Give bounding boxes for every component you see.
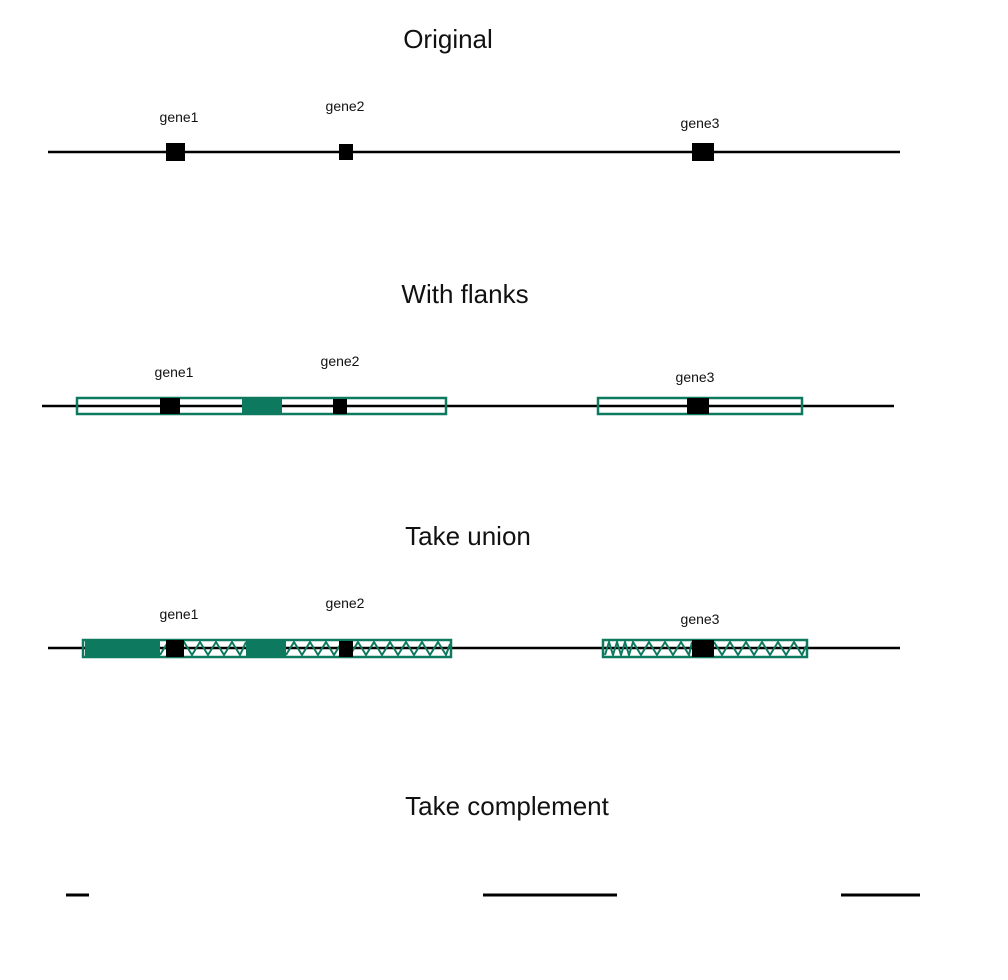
gene-block-gene2 — [333, 399, 347, 414]
panel-original: Original gene1 gene2 gene3 — [48, 24, 900, 161]
gene-block-gene1 — [160, 398, 180, 414]
gene-block-gene3 — [687, 398, 709, 414]
union-hatch — [285, 640, 451, 658]
gene-label: gene3 — [676, 369, 715, 385]
panel-title: Take union — [405, 521, 531, 551]
gene-label: gene3 — [681, 115, 720, 131]
panel-title: Take complement — [405, 791, 610, 821]
gene-label: gene2 — [326, 98, 365, 114]
gene-label: gene2 — [321, 353, 360, 369]
gene-label: gene3 — [681, 611, 720, 627]
panel-title: With flanks — [401, 279, 528, 309]
gene-label: gene1 — [160, 109, 199, 125]
gene-block-gene1 — [166, 143, 185, 161]
gene-block-gene2 — [339, 641, 353, 657]
union-dense-fill — [246, 641, 286, 656]
panel-take-union: Take union gene1 gene2 gene3 — [48, 521, 900, 659]
panel-take-complement: Take complement — [66, 791, 920, 897]
gene-block-gene3 — [692, 143, 714, 161]
gene-label: gene1 — [155, 364, 194, 380]
gene-label: gene1 — [160, 606, 199, 622]
union-dense-fill — [85, 641, 160, 656]
union-hatch — [604, 638, 693, 659]
flank-overlap — [242, 398, 282, 414]
union-interval — [81, 638, 453, 659]
gene-block-gene3 — [692, 640, 714, 657]
gene-block-gene2 — [339, 144, 353, 160]
panel-with-flanks: With flanks gene1 gene2 gene3 — [42, 279, 894, 416]
gene-block-gene1 — [166, 640, 184, 657]
union-hatch — [713, 640, 807, 658]
panel-title: Original — [403, 24, 493, 54]
gene-label: gene2 — [326, 595, 365, 611]
